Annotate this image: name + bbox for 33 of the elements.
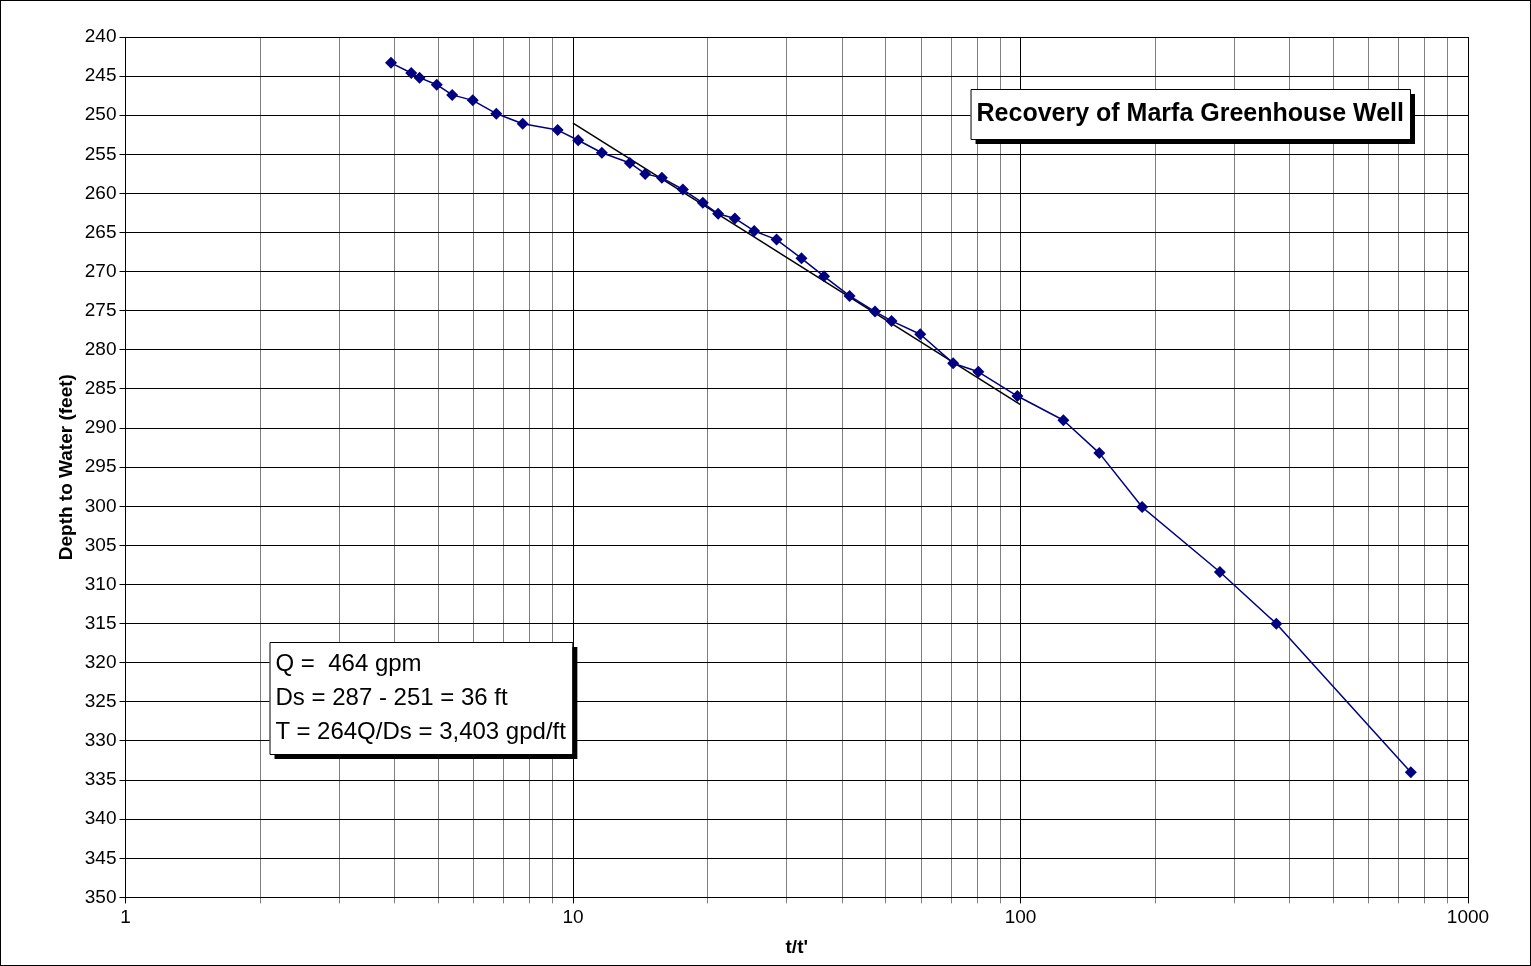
x-tick-label: 1000	[1446, 906, 1490, 928]
y-tick-label: 265	[84, 220, 117, 242]
x-axis-title: t/t'	[785, 935, 808, 957]
y-tick-label: 325	[84, 690, 117, 712]
y-tick-label: 320	[84, 650, 117, 672]
annotation: T = 264Q/Ds = 3,403 gpd/ft	[275, 716, 567, 744]
y-tick-label: 285	[84, 377, 117, 399]
annotation: Ds = 287 - 251 = 36 ft	[275, 682, 508, 710]
y-tick-label: 290	[84, 416, 117, 438]
y-tick-label: 340	[84, 807, 117, 829]
y-tick-label: 305	[84, 533, 117, 555]
y-tick-label: 295	[84, 455, 117, 477]
x-tick-label: 10	[562, 906, 584, 928]
y-tick-label: 250	[84, 103, 117, 125]
x-tick-label: 100	[1004, 906, 1037, 928]
text: Recovery of Marfa Greenhouse Well	[976, 97, 1405, 126]
y-tick-label: 240	[84, 25, 117, 47]
y-tick-label: 275	[84, 299, 117, 320]
y-tick-label: 270	[84, 259, 117, 281]
y-tick-label: 330	[84, 729, 117, 751]
y-tick-label: 335	[84, 768, 117, 790]
x-tick-label: 1	[120, 906, 131, 928]
y-axis-title: Depth to Water (feet)	[54, 374, 76, 561]
y-tick-label: 245	[84, 64, 117, 86]
y-tick-label: 255	[84, 142, 117, 164]
annotation: Q = 464 gpm	[275, 648, 422, 676]
y-tick-label: 350	[84, 885, 117, 907]
y-tick-label: 310	[84, 572, 117, 594]
y-tick-label: 345	[84, 846, 117, 868]
y-tick-label: 300	[84, 494, 117, 516]
y-tick-label: 260	[84, 181, 117, 203]
y-tick-label: 280	[84, 338, 117, 360]
y-tick-label: 315	[84, 611, 117, 633]
